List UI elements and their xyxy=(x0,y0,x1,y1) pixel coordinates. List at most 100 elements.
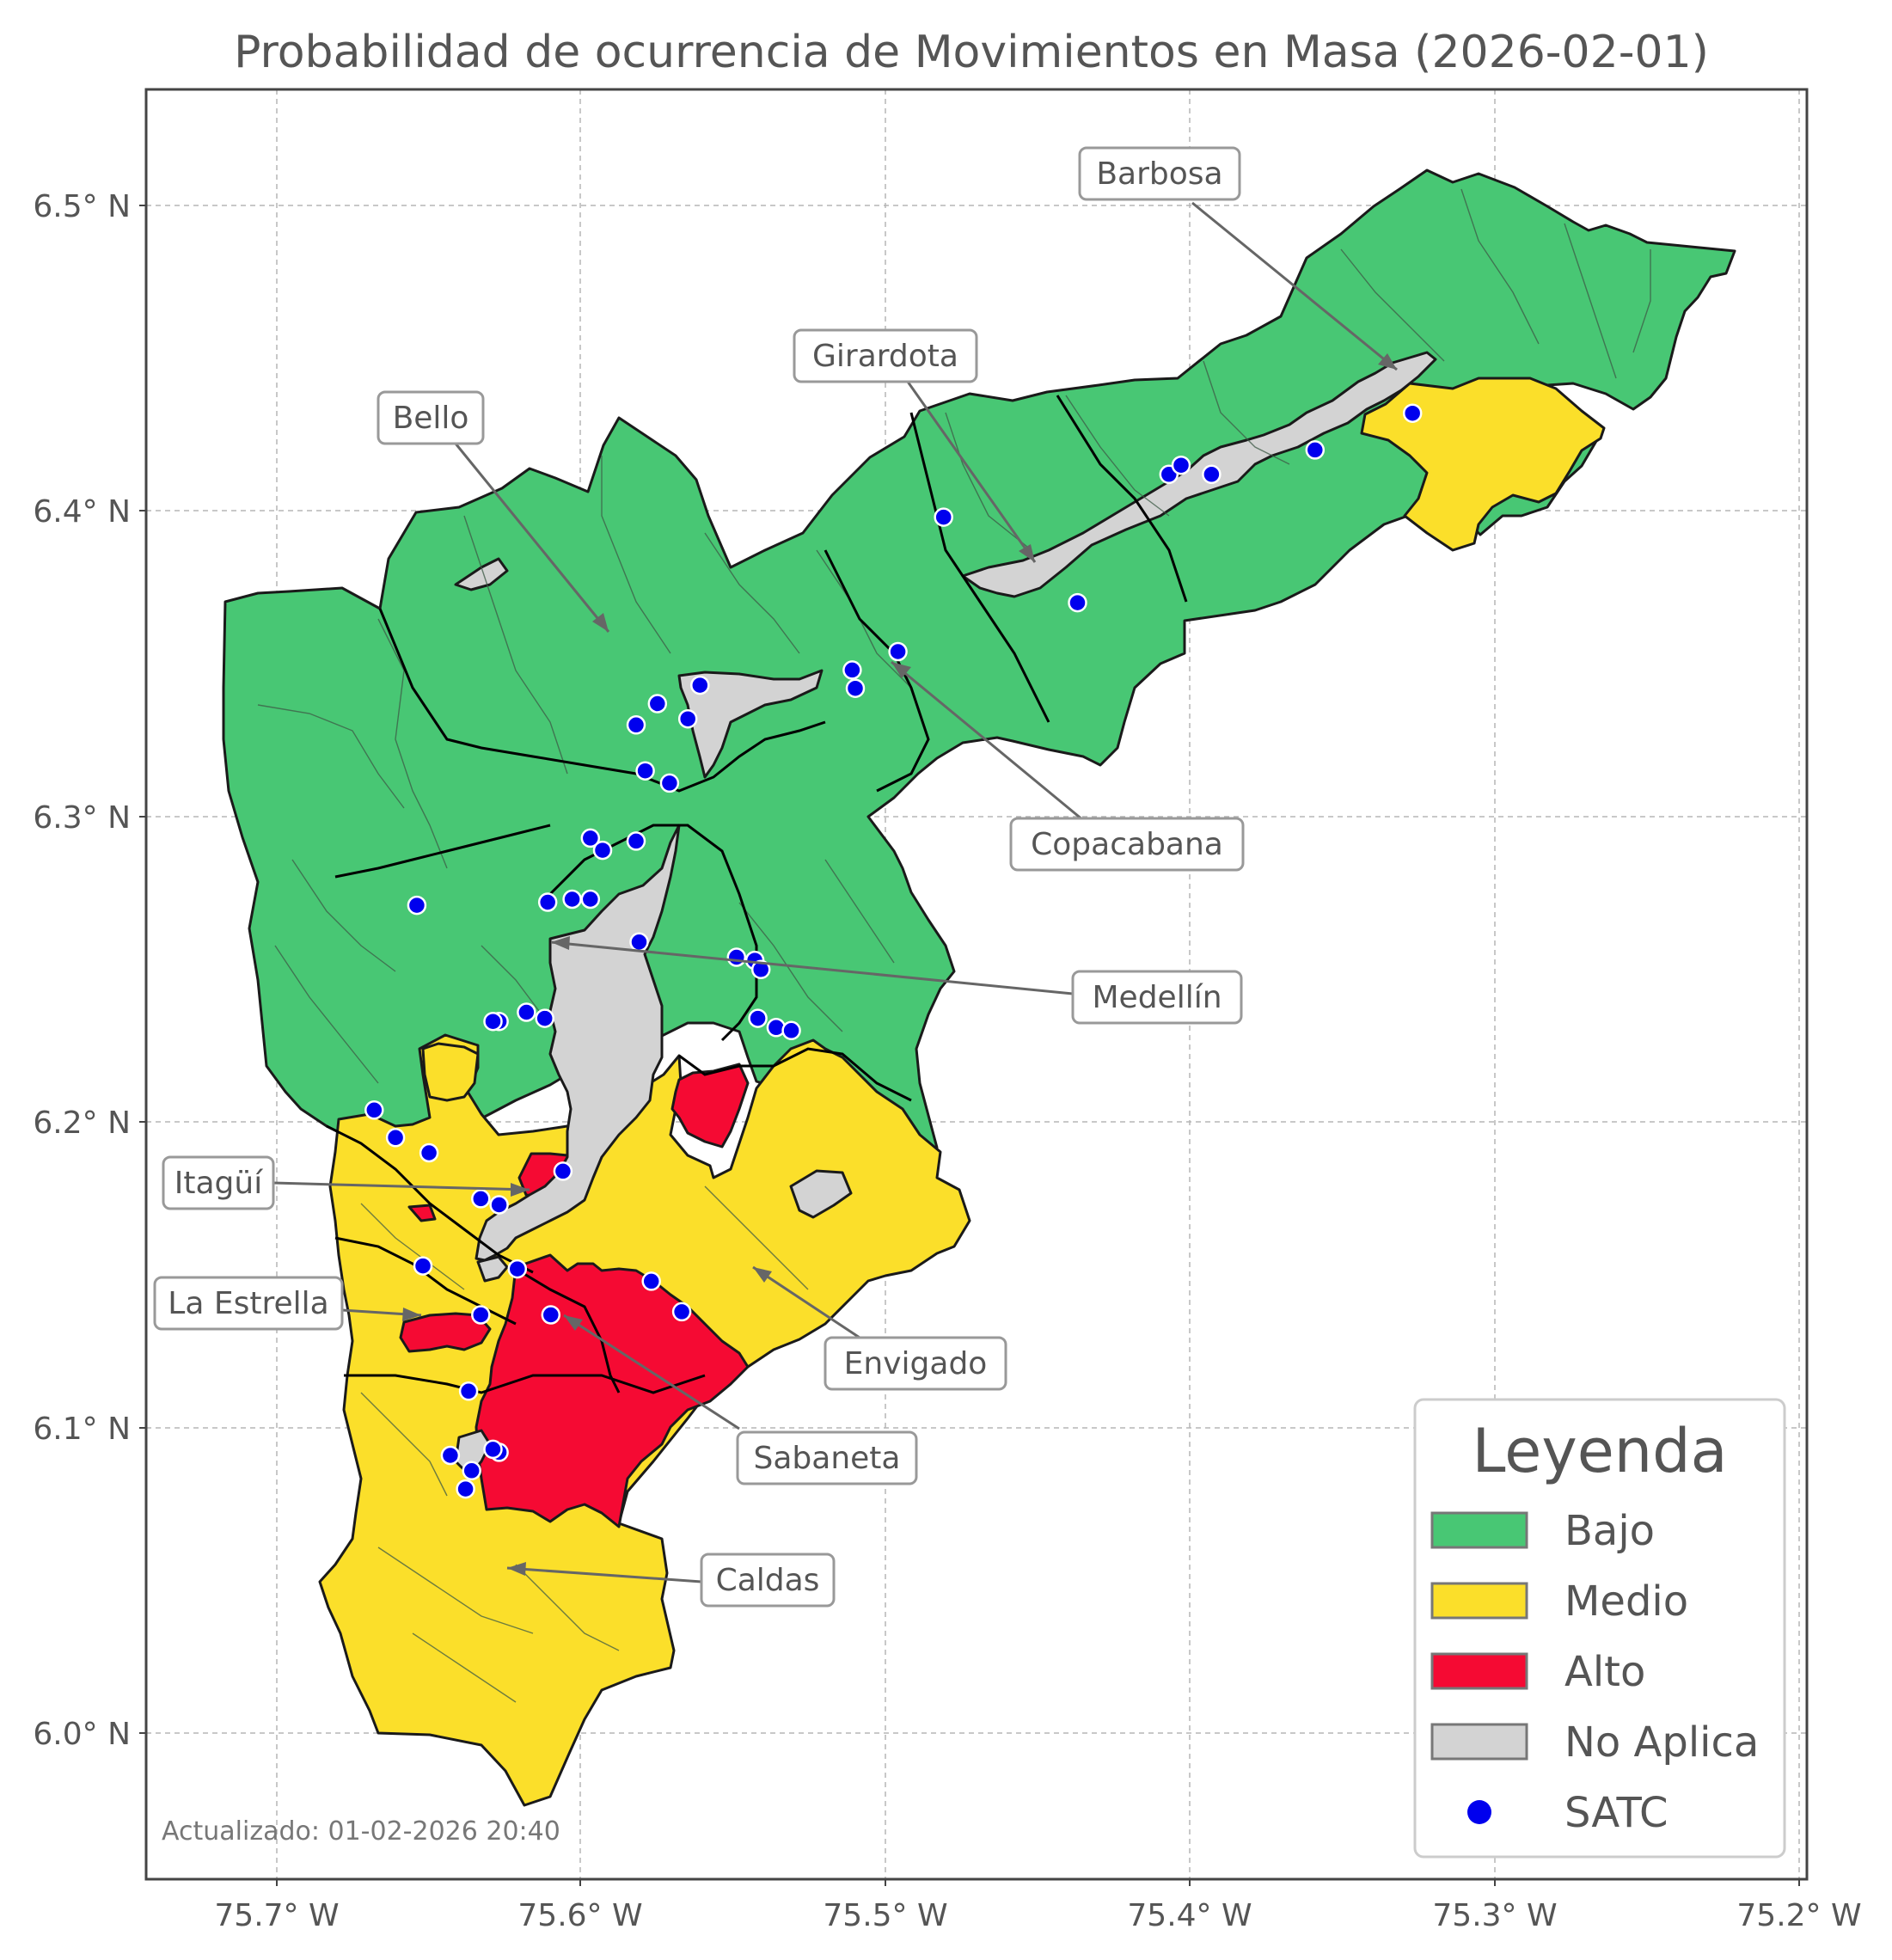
satc-station-marker[interactable] xyxy=(456,1479,475,1499)
x-tick-label: 75.5° W xyxy=(823,1898,947,1933)
callout-girardota[interactable]: Girardota xyxy=(793,328,1037,563)
callout-la-estrella[interactable]: La Estrella xyxy=(153,1276,422,1331)
satc-station-marker[interactable] xyxy=(537,892,558,912)
callout-medellin[interactable]: Medellín xyxy=(550,936,1243,1025)
satc-station-marker[interactable] xyxy=(364,1100,384,1120)
satc-station-marker[interactable] xyxy=(845,678,866,698)
map-title: Probabilidad de ocurrencia de Movimiento… xyxy=(234,27,1709,78)
satc-station-marker[interactable] xyxy=(635,761,655,781)
callout-label-envigado: Envigado xyxy=(844,1346,988,1381)
x-tick-label: 75.6° W xyxy=(517,1898,642,1933)
satc-station-marker[interactable] xyxy=(592,840,613,861)
callout-label-copacabana: Copacabana xyxy=(1031,827,1223,862)
satc-station-marker[interactable] xyxy=(1305,440,1326,460)
callout-label-caldas: Caldas xyxy=(716,1563,820,1598)
callout-barbosa[interactable]: Barbosa xyxy=(1078,146,1398,371)
satc-station-marker[interactable] xyxy=(690,675,710,695)
callout-itagui[interactable]: Itagüí xyxy=(162,1155,530,1210)
callout-label-girardota: Girardota xyxy=(812,339,958,374)
satc-station-marker[interactable] xyxy=(750,959,771,980)
y-axis: 6.5° N 6.4° N 6.3° N 6.2° N 6.1° N 6.0° … xyxy=(33,189,146,1752)
legend-swatch-medio xyxy=(1430,1582,1528,1620)
legend-label-bajo: Bajo xyxy=(1564,1507,1655,1555)
x-tick-label: 75.2° W xyxy=(1736,1898,1861,1933)
callout-label-sabaneta: Sabaneta xyxy=(754,1441,901,1476)
callout-label-bello: Bello xyxy=(393,401,469,436)
y-tick-label: 6.1° N xyxy=(33,1412,131,1447)
satc-station-marker[interactable] xyxy=(842,660,862,680)
y-tick-label: 6.3° N xyxy=(33,800,131,836)
satc-station-marker[interactable] xyxy=(671,1302,692,1322)
satc-station-marker[interactable] xyxy=(580,828,601,848)
satc-station-marker[interactable] xyxy=(507,1259,528,1279)
satc-station-marker[interactable] xyxy=(1402,403,1423,423)
satc-station-marker[interactable] xyxy=(562,889,582,910)
callout-envigado[interactable]: Envigado xyxy=(752,1265,1007,1391)
satc-station-marker[interactable] xyxy=(726,947,747,967)
region-no-aplica-patch3 xyxy=(476,1255,509,1283)
legend-label-alto: Alto xyxy=(1564,1648,1645,1696)
x-tick-label: 75.4° W xyxy=(1127,1898,1252,1933)
satc-station-marker[interactable] xyxy=(580,889,601,910)
callout-bello[interactable]: Bello xyxy=(377,390,610,633)
region-no-aplica-patch2 xyxy=(789,1169,853,1219)
callout-label-medellin: Medellín xyxy=(1092,980,1222,1015)
satc-station-marker[interactable] xyxy=(440,1445,461,1466)
region-bajo-main xyxy=(222,168,1736,1162)
satc-station-marker[interactable] xyxy=(471,1189,491,1209)
boundary-copacabana xyxy=(824,549,930,793)
callout-copacabana[interactable]: Copacabana xyxy=(891,660,1245,872)
satc-station-marker[interactable] xyxy=(385,1128,406,1148)
axes-frame xyxy=(144,88,1809,1881)
callouts: Barbosa Girardota Bello Copacabana Medel… xyxy=(153,146,1398,1608)
y-tick-label: 6.4° N xyxy=(33,494,131,530)
legend-label-no-aplica: No Aplica xyxy=(1564,1718,1759,1767)
y-tick-label: 6.0° N xyxy=(33,1717,131,1752)
callout-caldas[interactable]: Caldas xyxy=(506,1553,836,1608)
satc-station-marker[interactable] xyxy=(407,895,427,916)
x-tick-label: 75.3° W xyxy=(1432,1898,1557,1933)
region-no-aplica-valley xyxy=(475,824,681,1262)
satc-station-marker[interactable] xyxy=(626,715,646,735)
satc-station-marker[interactable] xyxy=(888,641,908,662)
satc-station-marker[interactable] xyxy=(934,507,953,527)
satc-station-marker[interactable] xyxy=(517,1002,536,1022)
satc-station-marker[interactable] xyxy=(553,1161,573,1181)
satc-station-marker[interactable] xyxy=(641,1271,661,1291)
satc-station-marker[interactable] xyxy=(629,932,649,952)
updated-timestamp: Actualizado: 01-02-2026 20:40 xyxy=(162,1816,560,1847)
callout-sabaneta[interactable]: Sabaneta xyxy=(563,1314,918,1485)
subdivision-lines xyxy=(257,188,1651,1703)
satc-station-marker[interactable] xyxy=(489,1195,509,1215)
satc-station-marker[interactable] xyxy=(677,708,698,729)
satc-station-marker[interactable] xyxy=(541,1305,561,1325)
satc-station-marker[interactable] xyxy=(1171,455,1191,475)
x-tick-label: 75.7° W xyxy=(214,1898,339,1933)
satc-station-marker[interactable] xyxy=(766,1018,787,1038)
satc-station-marker[interactable] xyxy=(413,1256,433,1276)
satc-station-marker[interactable] xyxy=(626,831,646,851)
boundary-barbosa xyxy=(1056,395,1188,603)
satc-station-marker[interactable] xyxy=(483,1011,503,1032)
satc-station-marker[interactable] xyxy=(483,1439,503,1460)
boundary-medellin-west xyxy=(334,824,551,879)
boundary-caldas xyxy=(344,1374,706,1394)
satc-station-marker[interactable] xyxy=(748,1008,768,1028)
boundary-girardota xyxy=(909,412,1050,723)
region-medio-barbosa xyxy=(1360,377,1606,552)
satc-station-marker[interactable] xyxy=(781,1020,801,1041)
satc-station-marker[interactable] xyxy=(647,694,668,714)
satc-station-marker[interactable] xyxy=(462,1461,481,1481)
satc-station-marker[interactable] xyxy=(659,773,680,793)
satc-station-marker[interactable] xyxy=(471,1305,491,1325)
satc-station-marker[interactable] xyxy=(458,1381,479,1401)
legend-label-medio: Medio xyxy=(1564,1577,1688,1626)
satc-station-marker[interactable] xyxy=(535,1008,554,1028)
legend-title: Leyenda xyxy=(1472,1416,1727,1486)
callout-label-barbosa: Barbosa xyxy=(1096,156,1222,192)
satc-station-marker[interactable] xyxy=(1202,464,1222,485)
y-tick-label: 6.2° N xyxy=(33,1106,131,1141)
satc-station-marker[interactable] xyxy=(1068,592,1087,613)
satc-station-marker[interactable] xyxy=(419,1142,439,1163)
satc-stations xyxy=(364,403,1423,1499)
